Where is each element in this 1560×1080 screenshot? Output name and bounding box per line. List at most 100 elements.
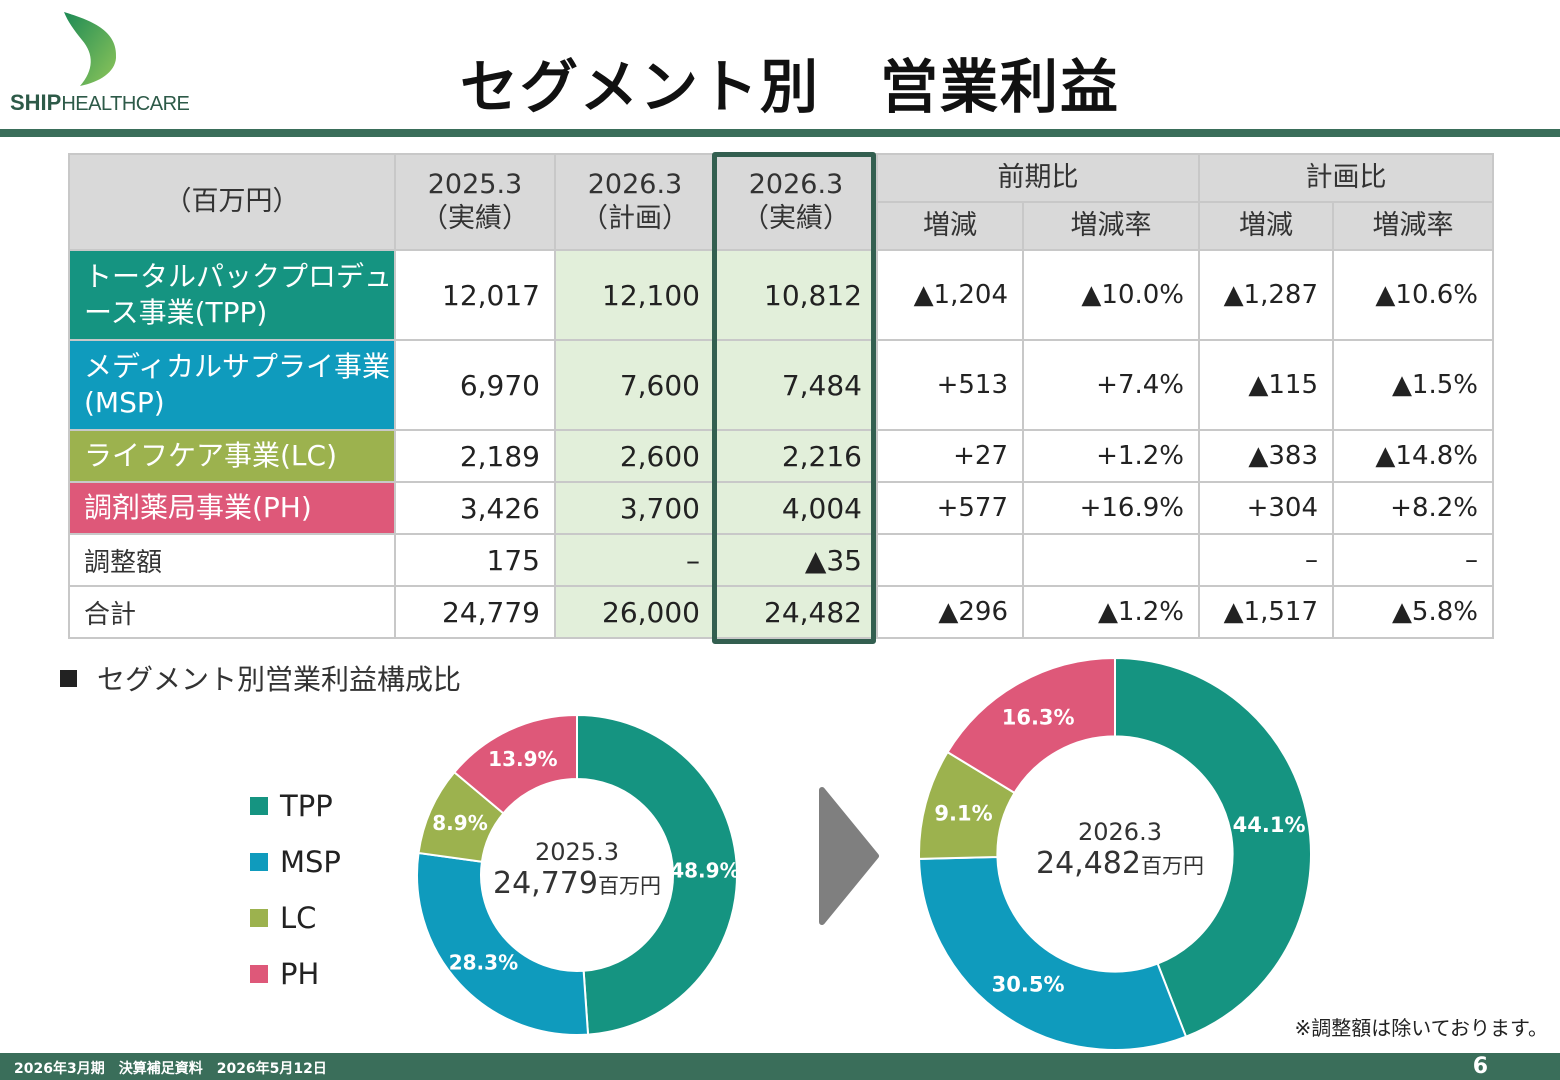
cell-fy25: 6,970 <box>394 339 556 431</box>
donut-label-msp: 28.3% <box>449 950 518 974</box>
cell-fy25: 12,017 <box>394 249 556 341</box>
legend-item-msp: MSP <box>250 834 341 890</box>
company-logo: SHIPHEALTHCARE <box>10 10 190 120</box>
cell-yoy-change <box>876 533 1024 587</box>
cell-yoy-rate: ▲1.2% <box>1022 585 1200 639</box>
header-unit: （百万円） <box>68 153 396 251</box>
donut-label-lc: 9.1% <box>934 802 992 826</box>
cell-plan: 3,700 <box>554 481 716 535</box>
arrow-right-icon <box>819 787 879 925</box>
cell-yoy-rate: +1.2% <box>1022 429 1200 483</box>
footer-text: 2026年3月期 決算補足資料 2026年5月12日 <box>14 1061 327 1077</box>
donut-chart-fy26: 44.1% 30.5% 9.1% 16.3% <box>918 656 1312 1051</box>
donut-slice-tpp <box>1114 656 1312 1038</box>
cell-fy26: 2,216 <box>714 429 878 483</box>
donut-label-tpp: 44.1% <box>1233 813 1306 837</box>
cell-plan: 2,600 <box>554 429 716 483</box>
cell-yoy-change: ▲296 <box>876 585 1024 639</box>
header-yoy-change: 増減 <box>876 201 1024 251</box>
table-row: ライフケア事業(LC) 2,189 2,600 2,216 +27 +1.2% … <box>68 429 1494 483</box>
cell-plan-rate: ▲1.5% <box>1332 339 1494 431</box>
cell-yoy-rate: +7.4% <box>1022 339 1200 431</box>
cell-fy26: 7,484 <box>714 339 878 431</box>
donut-label-msp: 30.5% <box>992 973 1065 997</box>
table-row: 調整額 175 – ▲35 – – <box>68 533 1494 587</box>
header-fy26-plan: 2026.3 （計画） <box>554 153 716 251</box>
cell-fy25: 3,426 <box>394 481 556 535</box>
footnote: ※調整額は除いております。 <box>1294 1016 1548 1040</box>
cell-yoy-rate: +16.9% <box>1022 481 1200 535</box>
cell-plan: 12,100 <box>554 249 716 341</box>
cell-plan-change: ▲1,287 <box>1198 249 1334 341</box>
cell-yoy-change: +577 <box>876 481 1024 535</box>
row-label-msp: メディカルサプライ事業(MSP) <box>68 339 396 431</box>
donut-center-fy25: 2025.3 24,779百万円 <box>477 838 677 901</box>
cell-yoy-rate: ▲10.0% <box>1022 249 1200 341</box>
table-row: 調剤薬局事業(PH) 3,426 3,700 4,004 +577 +16.9%… <box>68 481 1494 535</box>
table-row: トータルパックプロデュース事業(TPP) 12,017 12,100 10,81… <box>68 249 1494 341</box>
legend-item-tpp: TPP <box>250 778 341 834</box>
donut-slice-msp <box>416 851 590 1036</box>
donut-chart-fy25: 48.9% 28.3% 8.9% 13.9% <box>416 713 740 1036</box>
donut-center-unit: 百万円 <box>1140 854 1204 878</box>
cell-fy25: 175 <box>394 533 556 587</box>
row-label-total: 合計 <box>68 585 396 639</box>
footer-bar: 2026年3月期 決算補足資料 2026年5月12日 6 <box>0 1053 1560 1080</box>
segment-profit-table: （百万円） 2025.3 （実績） 2026.3 （計画） 2026.3 （実績） 前… <box>68 153 1494 639</box>
table-row: 合計 24,779 26,000 24,482 ▲296 ▲1.2% ▲1,51… <box>68 585 1494 639</box>
header-yoy-rate: 増減率 <box>1022 201 1200 251</box>
cell-fy25: 24,779 <box>394 585 556 639</box>
donut-center-unit: 百万円 <box>597 874 661 898</box>
donut-slice-tpp <box>576 713 738 1036</box>
cell-plan-rate: ▲5.8% <box>1332 585 1494 639</box>
donut-center-year: 2025.3 <box>535 838 619 866</box>
logo-leaf-icon <box>64 12 117 86</box>
row-label-adjustment: 調整額 <box>68 533 396 587</box>
logo-text-light: HEALTHCARE <box>61 93 190 115</box>
cell-plan-rate: +8.2% <box>1332 481 1494 535</box>
logo-wordmark: SHIPHEALTHCARE <box>10 90 190 116</box>
cell-fy26: ▲35 <box>714 533 878 587</box>
cell-fy26: 24,482 <box>714 585 878 639</box>
cell-yoy-change: ▲1,204 <box>876 249 1024 341</box>
cell-fy25: 2,189 <box>394 429 556 483</box>
header-plan-change: 増減 <box>1198 201 1334 251</box>
cell-plan-change: ▲1,517 <box>1198 585 1334 639</box>
cell-fy26: 10,812 <box>714 249 878 341</box>
cell-plan: 26,000 <box>554 585 716 639</box>
donut-center-fy26: 2026.3 24,482百万円 <box>1010 818 1230 881</box>
cell-plan-change: ▲115 <box>1198 339 1334 431</box>
row-label-lc: ライフケア事業(LC) <box>68 429 396 483</box>
header-yoy: 前期比 <box>876 153 1200 203</box>
bullet-square-icon <box>60 670 77 687</box>
donut-center-total: 24,482 <box>1036 846 1141 881</box>
cell-fy26: 4,004 <box>714 481 878 535</box>
cell-plan-rate: ▲14.8% <box>1332 429 1494 483</box>
header-fy26-actual: 2026.3 （実績） <box>714 153 878 251</box>
cell-plan: – <box>554 533 716 587</box>
table-row: メディカルサプライ事業(MSP) 6,970 7,600 7,484 +513 … <box>68 339 1494 431</box>
donut-label-tpp: 48.9% <box>670 859 739 883</box>
row-label-ph: 調剤薬局事業(PH) <box>68 481 396 535</box>
header-fy25-actual: 2025.3 （実績） <box>394 153 556 251</box>
header-plan-rate: 増減率 <box>1332 201 1494 251</box>
composition-heading: セグメント別営業利益構成比 <box>60 658 461 698</box>
cell-plan-change: +304 <box>1198 481 1334 535</box>
cell-plan-rate: ▲10.6% <box>1332 249 1494 341</box>
donut-slice-msp <box>918 855 1188 1051</box>
cell-yoy-rate <box>1022 533 1200 587</box>
page-number: 6 <box>1472 1054 1488 1079</box>
donut-slice-ph <box>946 656 1116 795</box>
donut-slice-ph <box>452 713 578 815</box>
page-title: セグメント別 営業利益 <box>459 53 1120 121</box>
cell-plan-change: – <box>1198 533 1334 587</box>
cell-yoy-change: +513 <box>876 339 1024 431</box>
donut-center-total: 24,779 <box>493 866 598 901</box>
donut-center-year: 2026.3 <box>1078 818 1162 846</box>
cell-plan-rate: – <box>1332 533 1494 587</box>
chart-legend: TPP MSP LC PH <box>250 778 341 1002</box>
legend-item-ph: PH <box>250 946 341 1002</box>
donut-label-ph: 16.3% <box>1002 705 1075 729</box>
legend-item-lc: LC <box>250 890 341 946</box>
cell-yoy-change: +27 <box>876 429 1024 483</box>
